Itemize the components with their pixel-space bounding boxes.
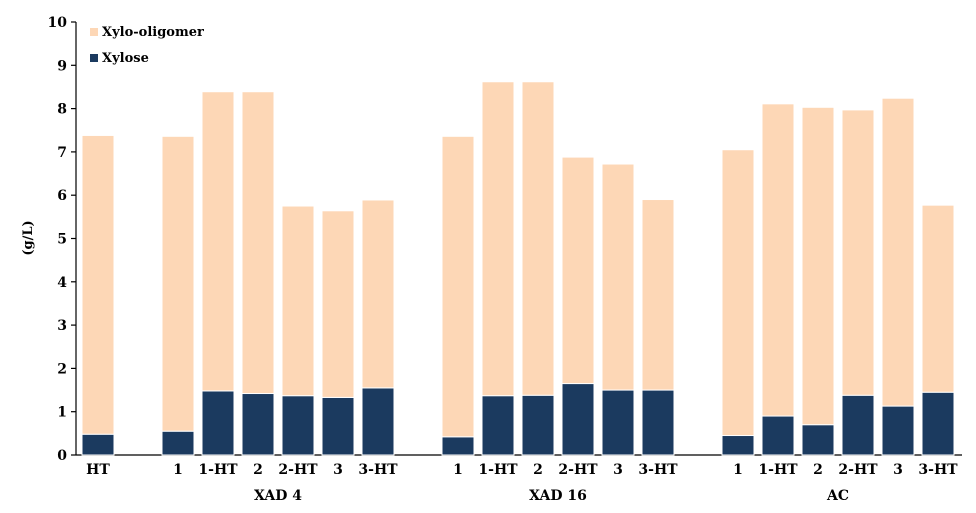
- bar-xylose: [81, 433, 115, 456]
- bar-xylo-oligomer: [801, 106, 835, 426]
- bar-xylose: [241, 393, 275, 456]
- x-tick-label: 3: [333, 462, 343, 478]
- y-tick-label: 6: [57, 188, 67, 204]
- group-label: AC: [826, 488, 849, 504]
- bar-xylo-oligomer: [241, 91, 275, 395]
- bar-xylo-oligomer: [481, 81, 515, 397]
- bar-xylose: [561, 383, 595, 456]
- bar-xylo-oligomer: [601, 163, 635, 391]
- bar-xylo-oligomer: [761, 103, 795, 417]
- bar-xylo-oligomer: [841, 109, 875, 396]
- y-tick-label: 5: [57, 232, 67, 248]
- bar-xylo-oligomer: [161, 135, 195, 432]
- y-tick-label: 0: [57, 448, 67, 464]
- x-tick-label: 3: [893, 462, 903, 478]
- legend-label: Xylo-oligomer: [102, 25, 204, 40]
- bar-xylo-oligomer: [281, 205, 315, 397]
- bar-xylose: [761, 415, 795, 456]
- bar-xylose: [481, 395, 515, 456]
- y-ticks: 0 1 2 3 4 5 6 7 8 9 10: [48, 15, 76, 464]
- bar-xylo-oligomer: [201, 91, 235, 392]
- y-tick-label: 4: [57, 275, 67, 291]
- group-label: XAD 4: [254, 488, 302, 504]
- x-tick-label: 2-HT: [558, 462, 598, 478]
- x-tick-label: HT: [86, 462, 110, 478]
- x-tick-label: 1: [733, 462, 743, 478]
- x-tick-label: 2: [813, 462, 823, 478]
- bar-xylo-oligomer: [521, 81, 555, 396]
- bars: [81, 81, 955, 456]
- x-tick-label: 1-HT: [198, 462, 238, 478]
- x-tick-label: 3-HT: [638, 462, 678, 478]
- y-tick-label: 10: [48, 15, 68, 31]
- bar-xylose: [161, 430, 195, 456]
- bar-xylose: [721, 435, 755, 456]
- bar-xylose: [361, 387, 395, 456]
- bar-xylo-oligomer: [641, 199, 675, 391]
- x-tick-label: 3-HT: [358, 462, 398, 478]
- x-tick-labels: HT 1 1-HT 2 2-HT 3 3-HT 1 1-HT 2 2-HT 3 3-HT 1 1-HT 2 2-…: [86, 462, 958, 478]
- y-tick-label: 2: [57, 361, 67, 377]
- bar-xylo-oligomer: [441, 135, 475, 438]
- bar-xylose: [441, 436, 475, 456]
- legend-swatch: [90, 28, 98, 36]
- group-label: XAD 16: [529, 488, 587, 504]
- x-tick-label: 1-HT: [758, 462, 798, 478]
- x-tick-label: 2: [253, 462, 263, 478]
- x-tick-label: 1: [453, 462, 463, 478]
- bar-xylose: [881, 405, 915, 456]
- x-tick-label: 2: [533, 462, 543, 478]
- x-tick-label: 3: [613, 462, 623, 478]
- y-tick-label: 1: [57, 405, 67, 421]
- bar-xylose: [641, 389, 675, 456]
- bar-xylose: [201, 390, 235, 456]
- bar-xylo-oligomer: [561, 156, 595, 385]
- bar-xylose: [801, 424, 835, 456]
- bar-xylo-oligomer: [81, 134, 115, 435]
- bar-xylose: [841, 394, 875, 456]
- legend: Xylo-oligomer Xylose: [90, 25, 204, 66]
- y-tick-label: 8: [57, 102, 67, 118]
- bar-xylo-oligomer: [921, 204, 955, 393]
- bar-xylo-oligomer: [881, 97, 915, 407]
- bar-xylose: [281, 395, 315, 456]
- x-tick-label: 2-HT: [278, 462, 318, 478]
- y-tick-label: 3: [57, 318, 67, 334]
- y-tick-label: 7: [57, 145, 67, 161]
- bar-xylose: [601, 389, 635, 456]
- bar-xylose: [521, 394, 555, 456]
- y-tick-label: 9: [57, 58, 67, 74]
- bar-xylo-oligomer: [361, 199, 395, 389]
- x-tick-label: 3-HT: [918, 462, 958, 478]
- x-tick-label: 2-HT: [838, 462, 878, 478]
- bar-xylo-oligomer: [721, 149, 755, 437]
- bar-xylose: [321, 396, 355, 456]
- bar-xylo-oligomer: [321, 210, 355, 398]
- x-tick-label: 1-HT: [478, 462, 518, 478]
- legend-label: Xylose: [102, 51, 149, 66]
- group-labels: XAD 4 XAD 16 AC: [254, 488, 849, 504]
- bar-xylose: [921, 391, 955, 456]
- legend-swatch: [90, 54, 98, 62]
- x-tick-label: 1: [173, 462, 183, 478]
- y-axis-label: (g/L): [21, 220, 36, 255]
